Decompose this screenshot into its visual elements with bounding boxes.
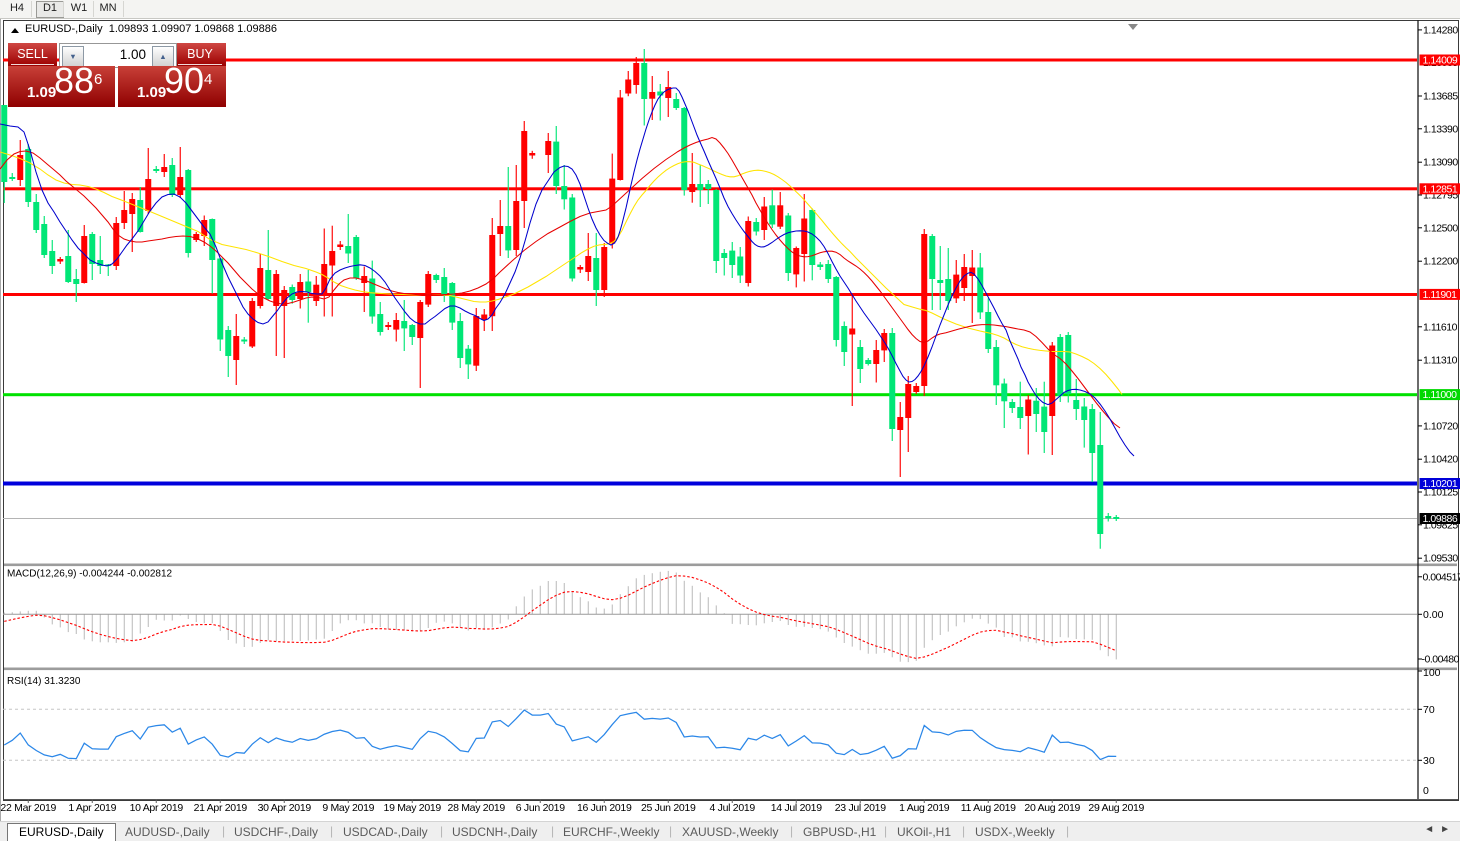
svg-text:30 Apr 2019: 30 Apr 2019: [258, 802, 312, 814]
svg-text:1.09886: 1.09886: [1423, 513, 1458, 525]
svg-text:1.12851: 1.12851: [1423, 183, 1458, 195]
svg-text:1.12200: 1.12200: [1423, 256, 1458, 268]
svg-text:1 Aug 2019: 1 Aug 2019: [899, 802, 950, 814]
svg-text:21 Apr 2019: 21 Apr 2019: [194, 802, 248, 814]
svg-text:0.00: 0.00: [1423, 609, 1444, 621]
svg-text:9 May 2019: 9 May 2019: [322, 802, 374, 814]
svg-text:1.10201: 1.10201: [1423, 478, 1458, 490]
svg-text:1.14009: 1.14009: [1423, 55, 1458, 67]
svg-text:10 Apr 2019: 10 Apr 2019: [130, 802, 184, 814]
svg-text:28 May 2019: 28 May 2019: [448, 802, 506, 814]
svg-text:30: 30: [1423, 755, 1435, 767]
svg-text:20 Aug 2019: 20 Aug 2019: [1024, 802, 1080, 814]
svg-text:29 Aug 2019: 29 Aug 2019: [1088, 802, 1144, 814]
svg-text:4 Jul 2019: 4 Jul 2019: [710, 802, 756, 814]
svg-text:1.10125: 1.10125: [1423, 487, 1458, 499]
svg-text:11 Aug 2019: 11 Aug 2019: [961, 802, 1016, 814]
svg-text:70: 70: [1423, 704, 1435, 716]
svg-text:19 May 2019: 19 May 2019: [384, 802, 442, 814]
svg-text:22 Mar 2019: 22 Mar 2019: [0, 802, 56, 814]
svg-text:0: 0: [1423, 785, 1429, 797]
svg-text:25 Jun 2019: 25 Jun 2019: [641, 802, 696, 814]
svg-text:RSI(14) 31.3230: RSI(14) 31.3230: [7, 676, 81, 687]
svg-text:1.10420: 1.10420: [1423, 454, 1458, 466]
svg-text:0.004517: 0.004517: [1423, 571, 1460, 583]
svg-text:1.10720: 1.10720: [1423, 420, 1458, 432]
svg-text:1.13390: 1.13390: [1423, 123, 1458, 135]
svg-text:100: 100: [1423, 667, 1441, 679]
svg-text:1 Apr 2019: 1 Apr 2019: [68, 802, 116, 814]
svg-text:23 Jul 2019: 23 Jul 2019: [835, 802, 886, 814]
svg-text:1.11000: 1.11000: [1423, 389, 1458, 401]
svg-text:1.11310: 1.11310: [1423, 355, 1458, 367]
svg-text:14 Jul 2019: 14 Jul 2019: [771, 802, 822, 814]
svg-text:1.12500: 1.12500: [1423, 222, 1458, 234]
svg-text:1.14280: 1.14280: [1423, 24, 1458, 36]
svg-text:16 Jun 2019: 16 Jun 2019: [577, 802, 632, 814]
svg-text:6 Jun 2019: 6 Jun 2019: [516, 802, 565, 814]
svg-text:1.09530: 1.09530: [1423, 553, 1458, 565]
svg-text:1.13685: 1.13685: [1423, 91, 1458, 103]
svg-text:MACD(12,26,9) -0.004244 -0.002: MACD(12,26,9) -0.004244 -0.002812: [7, 569, 173, 580]
svg-text:1.11901: 1.11901: [1423, 289, 1458, 301]
svg-text:-0.00480: -0.00480: [1422, 654, 1460, 666]
svg-text:1.13090: 1.13090: [1423, 157, 1458, 169]
svg-text:1.11610: 1.11610: [1423, 321, 1458, 333]
